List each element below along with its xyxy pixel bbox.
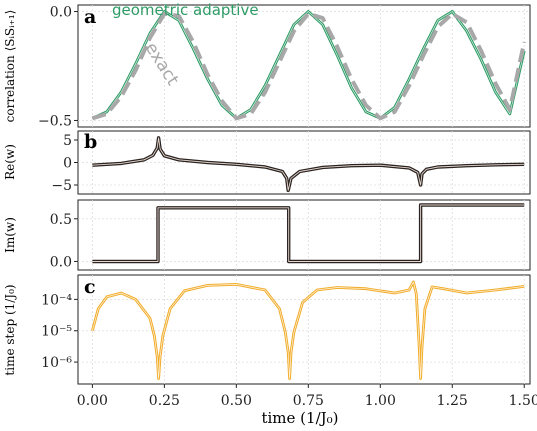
xtick-label: 0.00 — [77, 393, 108, 409]
panel-b-im: 0.5 0.0 Im(w) — [3, 200, 530, 270]
panel-b-im-frame — [78, 200, 530, 270]
ytick-label: −0.5 — [38, 113, 72, 129]
panel-c-ylabel: time step (1/J₀) — [3, 284, 17, 375]
ytick-label: 10⁻⁶ — [41, 355, 72, 371]
xtick-label: 0.50 — [221, 393, 252, 409]
panel-c: 10⁻⁴ 10⁻⁵ 10⁻⁶ 0.00 0.25 0.50 0.75 1.00 1.25 1.5… — [3, 275, 537, 427]
xtick-label: 0.25 — [149, 393, 180, 409]
xtick-label: 1.50 — [509, 393, 537, 409]
panel-a-ylabel: correlation ⟨SᵢSᵢ₊₁⟩ — [3, 10, 17, 123]
ytick-label: 10⁻⁴ — [41, 292, 72, 308]
x-axis-label: time (1/J₀) — [261, 409, 338, 427]
panel-a-label: a — [84, 6, 96, 28]
panel-c-yticks: 10⁻⁴ 10⁻⁵ 10⁻⁶ — [41, 292, 78, 371]
panel-b-im-ylabel: Im(w) — [3, 217, 17, 253]
ytick-label: −5 — [51, 178, 72, 194]
panel-c-label: c — [84, 276, 96, 298]
panel-b-im-grid — [78, 200, 530, 270]
panel-b-im-yticks: 0.5 0.0 — [50, 212, 78, 271]
ytick-label: 0.0 — [50, 254, 72, 270]
ytick-label: 0 — [63, 156, 72, 172]
panel-a: 0.0 −0.5 a correlation ⟨SᵢSᵢ₊₁⟩ geometric… — [3, 1, 530, 129]
ytick-label: 0.0 — [50, 5, 72, 21]
panel-b-re-grid — [78, 131, 530, 194]
panel-b-re-yticks: 5 0 −5 — [51, 133, 78, 194]
panel-b-re: 5 0 −5 b Re(w) — [3, 131, 530, 194]
panel-b-label: b — [84, 131, 97, 153]
xtick-label: 0.75 — [293, 393, 324, 409]
annotation-exact: exact — [141, 39, 183, 89]
annotation-geometric-adaptive: geometric adaptive — [112, 1, 259, 19]
panel-a-yticks: 0.0 −0.5 — [38, 5, 78, 130]
xtick-label: 1.25 — [437, 393, 468, 409]
ytick-label: 5 — [63, 133, 72, 149]
ytick-label: 0.5 — [50, 212, 72, 228]
ytick-label: 10⁻⁵ — [41, 324, 72, 340]
xtick-label: 1.00 — [365, 393, 396, 409]
panel-c-xticks: 0.00 0.25 0.50 0.75 1.00 1.25 1.50 — [77, 384, 537, 409]
panel-b-re-ylabel: Re(w) — [3, 144, 17, 180]
